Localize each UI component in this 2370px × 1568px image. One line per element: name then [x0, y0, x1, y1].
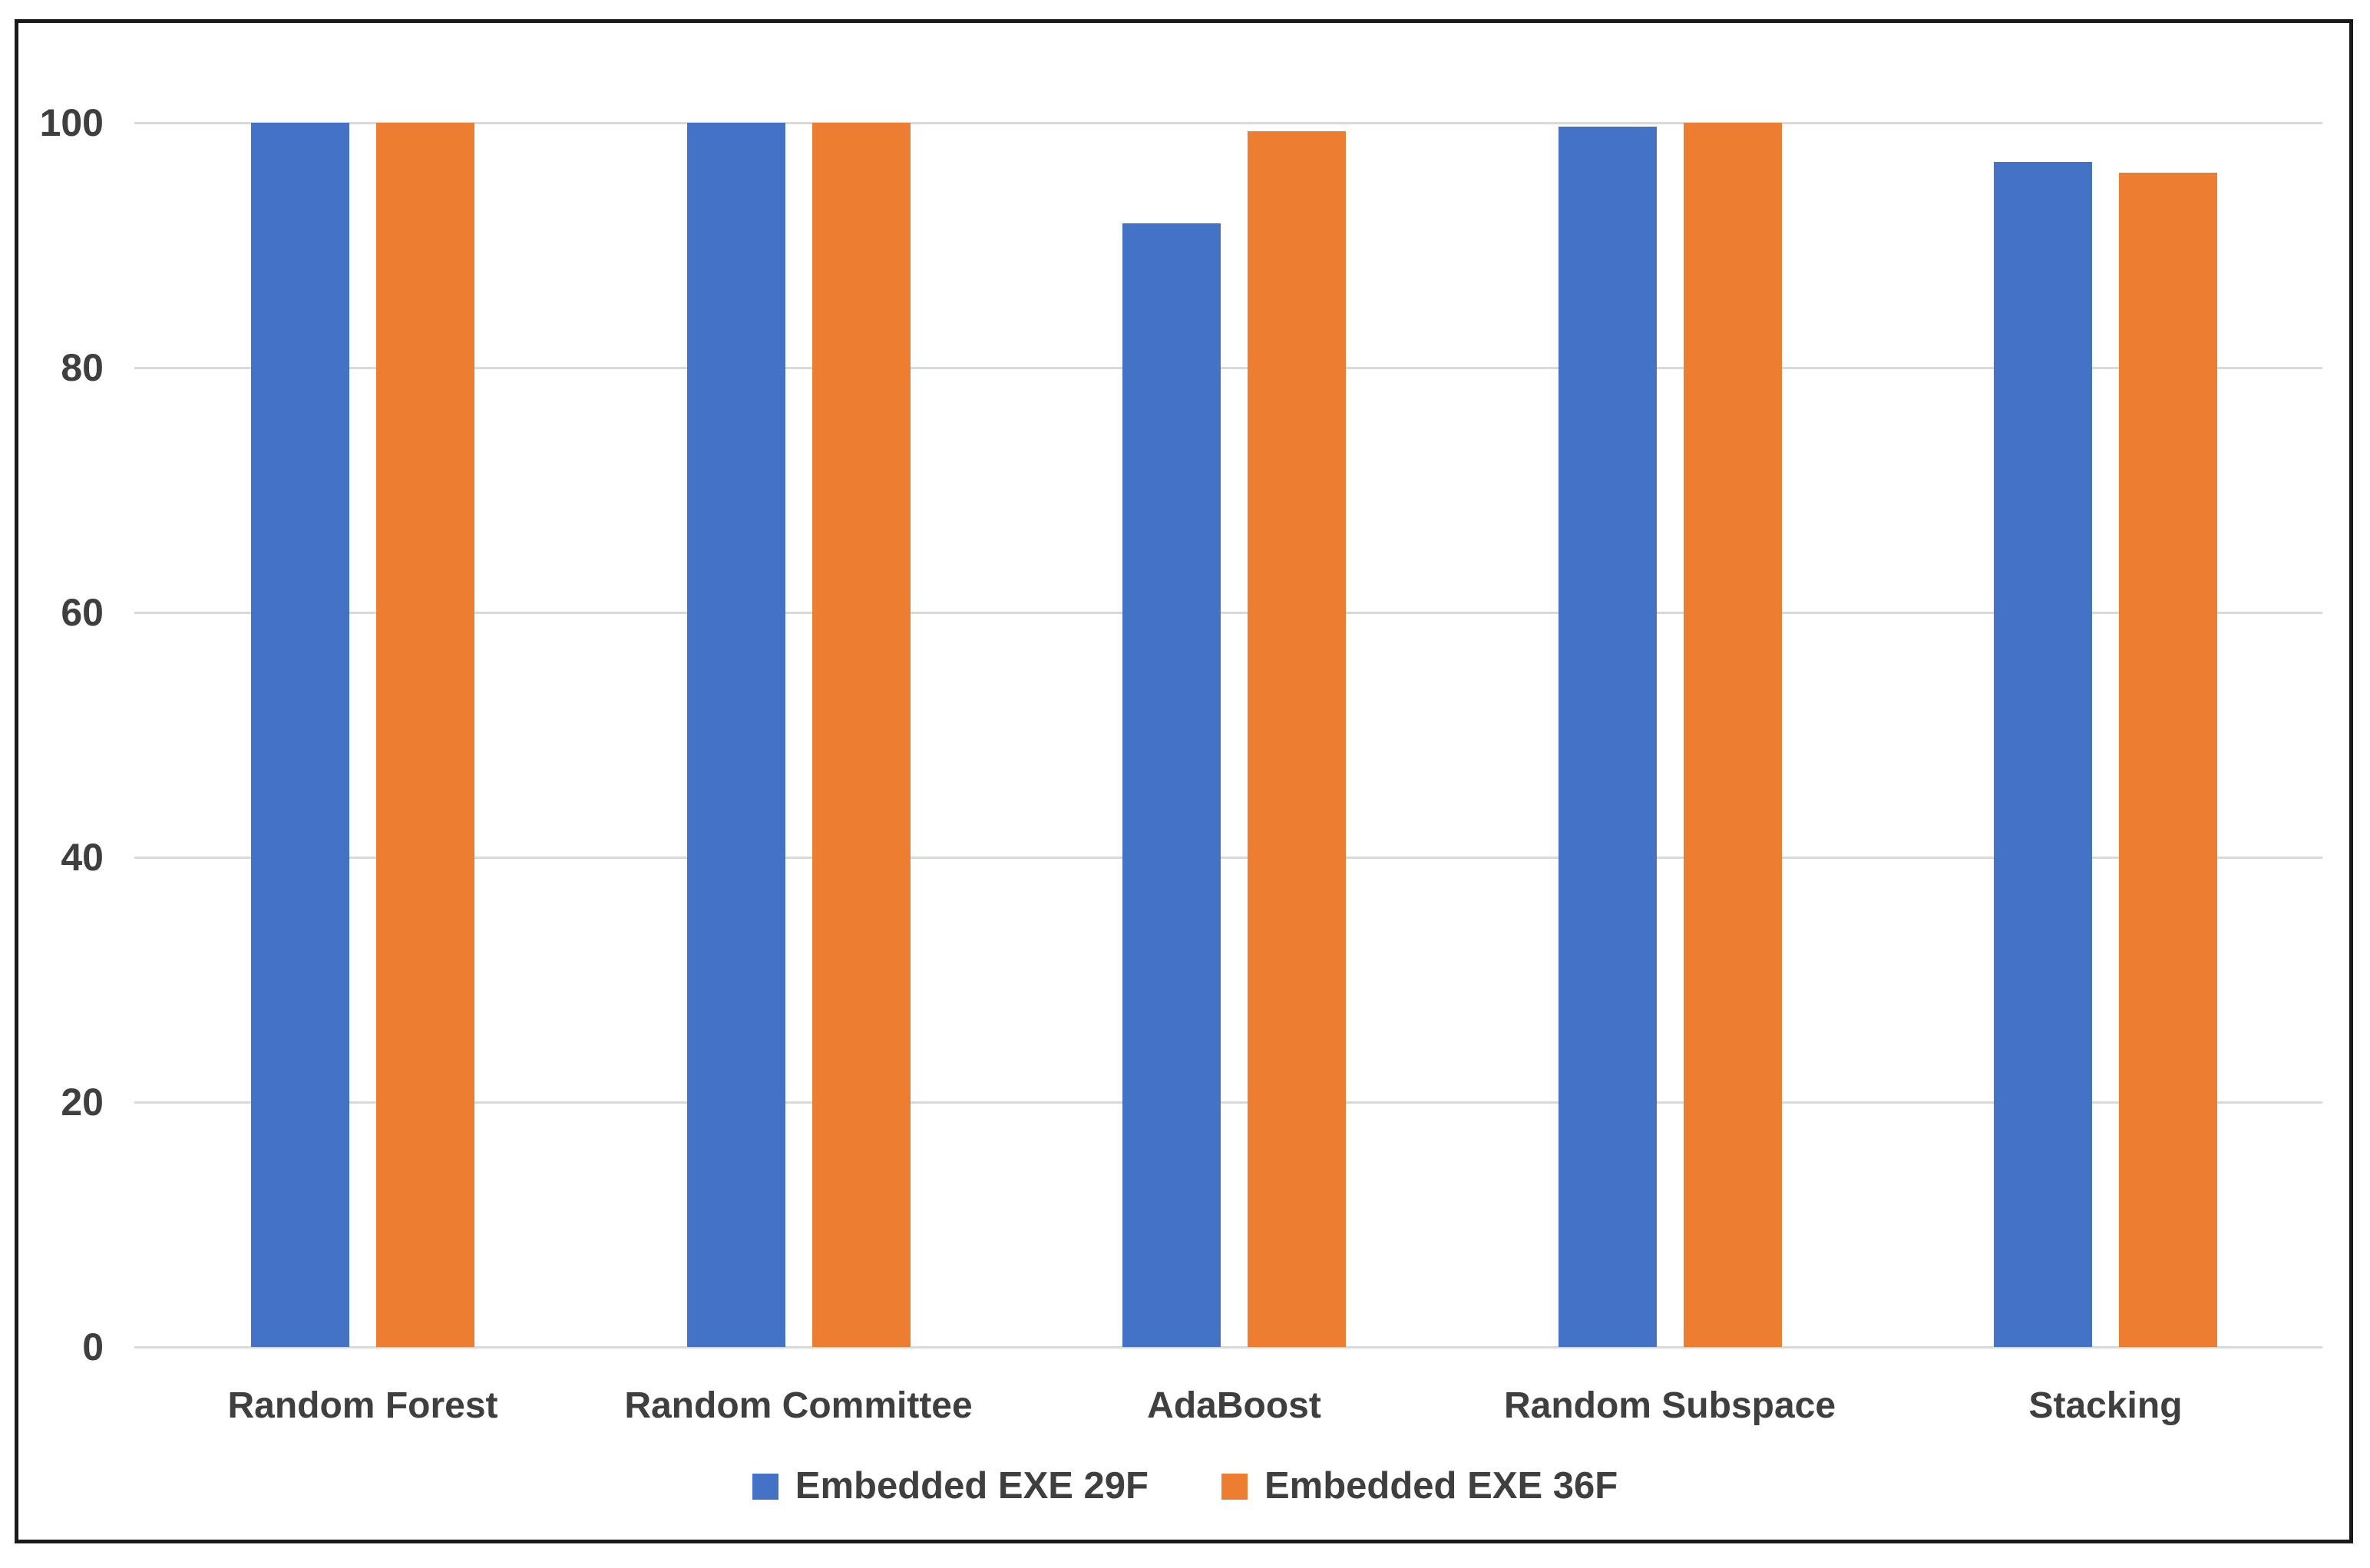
- x-axis-category-label-adaboost: AdaBoost: [1147, 1385, 1321, 1426]
- x-axis-category-label-random-committee: Random Committee: [624, 1385, 973, 1426]
- bar-embedded-exe-29f-random-committee: [686, 123, 785, 1347]
- bar-embedded-exe-36f-random-forest: [376, 123, 474, 1347]
- y-axis-tick-label: 80: [61, 346, 104, 389]
- gridline-y-60: [134, 611, 2322, 614]
- chart-legend: Embedded EXE 29F Embedded EXE 36F: [0, 1467, 2370, 1505]
- gridline-y-100: [134, 121, 2322, 124]
- bar-embedded-exe-29f-stacking: [1994, 162, 2092, 1347]
- y-axis-tick-label: 20: [61, 1081, 104, 1124]
- x-axis-category-label-random-forest: Random Forest: [227, 1385, 498, 1426]
- legend-swatch-icon: [1221, 1473, 1248, 1500]
- x-axis-category-label-random-subspace: Random Subspace: [1503, 1385, 1836, 1426]
- y-axis-tick-label: 40: [61, 836, 104, 879]
- legend-swatch-icon: [752, 1473, 778, 1500]
- bar-embedded-exe-36f-random-committee: [811, 123, 911, 1347]
- y-axis-tick-label: 100: [39, 101, 104, 144]
- legend-entry-embedded-exe-36f: Embedded EXE 36F: [1221, 1467, 1618, 1505]
- gridline-y-40: [134, 856, 2322, 859]
- legend-entry-embedded-exe-29f: Embedded EXE 29F: [752, 1467, 1149, 1505]
- y-axis-tick-label: 60: [61, 591, 104, 634]
- bar-embedded-exe-36f-stacking: [2119, 173, 2217, 1347]
- gridline-y-80: [134, 366, 2322, 369]
- gridline-y-20: [134, 1101, 2322, 1104]
- bar-embedded-exe-29f-random-subspace: [1558, 126, 1657, 1347]
- gridline-y-0: [134, 1345, 2322, 1348]
- legend-label: Embedded EXE 36F: [1264, 1465, 1618, 1507]
- legend-label: Embedded EXE 29F: [795, 1465, 1149, 1507]
- bar-embedded-exe-36f-random-subspace: [1683, 123, 1782, 1347]
- bar-embedded-exe-29f-random-forest: [251, 123, 349, 1347]
- x-axis-category-label-stacking: Stacking: [2028, 1385, 2183, 1426]
- bar-embedded-exe-36f-adaboost: [1248, 131, 1346, 1347]
- y-axis-tick-label: 0: [82, 1325, 104, 1368]
- bar-embedded-exe-29f-adaboost: [1122, 223, 1221, 1347]
